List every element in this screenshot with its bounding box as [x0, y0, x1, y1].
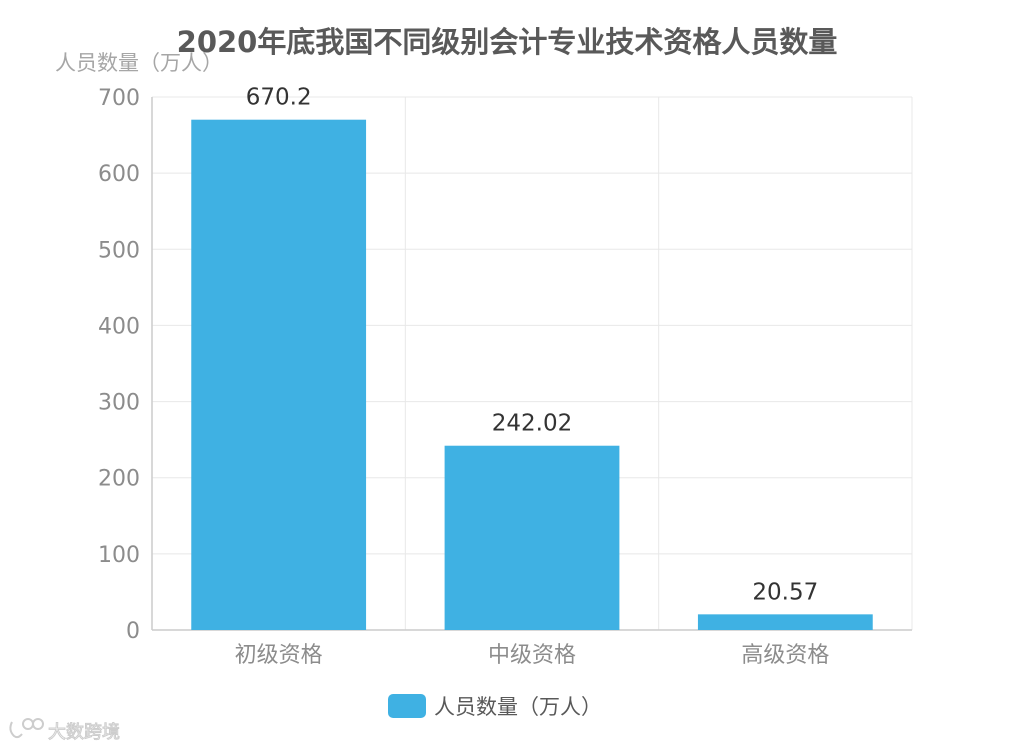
- logo-icon: [9, 718, 44, 739]
- x-category-label: 高级资格: [741, 643, 829, 668]
- x-axis-categories: 初级资格 中级资格 高级资格: [235, 643, 830, 668]
- bar-2[interactable]: [444, 445, 620, 630]
- watermark-text: 大数跨境: [48, 722, 120, 743]
- bar-3[interactable]: [697, 614, 873, 630]
- data-label-3: 20.57: [752, 579, 818, 605]
- legend-swatch[interactable]: [388, 694, 426, 718]
- data-label-1: 670.2: [246, 85, 312, 111]
- y-tick-label: 0: [126, 619, 140, 644]
- chart-title: 2020年底我国不同级别会计专业技术资格人员数量: [177, 25, 838, 59]
- watermark: 大数跨境: [9, 718, 121, 744]
- y-axis-label: 人员数量（万人）: [55, 51, 223, 75]
- y-tick-label: 500: [98, 238, 140, 263]
- data-labels: 670.2 242.02 20.57: [246, 85, 819, 606]
- bars: [191, 119, 873, 630]
- y-axis-ticks: 0 100 200 300 400 500 600 700: [98, 86, 140, 644]
- legend[interactable]: 人员数量（万人）: [388, 694, 602, 719]
- y-tick-label: 600: [98, 162, 140, 187]
- y-tick-label: 300: [98, 391, 140, 416]
- y-tick-label: 200: [98, 467, 140, 492]
- bar-1[interactable]: [191, 119, 367, 630]
- legend-label[interactable]: 人员数量（万人）: [434, 695, 602, 719]
- y-tick-label: 100: [98, 543, 140, 568]
- x-category-label: 中级资格: [488, 643, 576, 668]
- x-category-label: 初级资格: [235, 643, 323, 668]
- y-tick-label: 400: [98, 314, 140, 339]
- y-tick-label: 700: [98, 86, 140, 111]
- data-label-2: 242.02: [492, 411, 572, 437]
